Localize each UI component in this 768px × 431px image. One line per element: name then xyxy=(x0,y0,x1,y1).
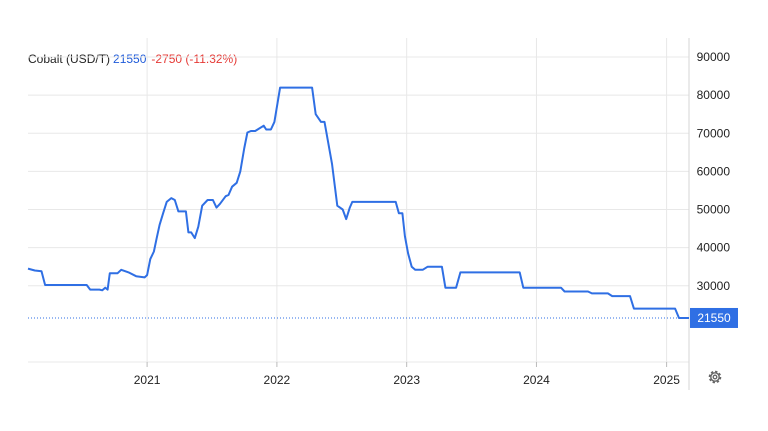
chart-grid xyxy=(28,38,689,363)
legend-symbol: Cobalt (USD/T) xyxy=(28,52,111,66)
x-tick-label: 2023 xyxy=(393,373,420,387)
y-tick-label: 50000 xyxy=(697,203,731,217)
y-tick-label: 40000 xyxy=(697,241,731,255)
x-axis: 2021 2022 2023 2024 2025 xyxy=(134,362,680,387)
x-tick-label: 2025 xyxy=(653,373,680,387)
last-value-text: 21550 xyxy=(697,311,731,325)
x-tick-label: 2021 xyxy=(134,373,161,387)
y-tick-label: 80000 xyxy=(697,88,731,102)
gear-icon[interactable] xyxy=(708,370,722,384)
y-tick-label: 60000 xyxy=(697,164,731,178)
y-tick-label: 90000 xyxy=(697,50,731,64)
last-value-box xyxy=(690,307,738,328)
x-tick-label: 2022 xyxy=(264,373,291,387)
legend-change: -2750 (-11.32%) xyxy=(151,52,238,66)
chart-legend: Cobalt (USD/T) 21550 -2750 (-11.32%) xyxy=(28,52,237,66)
legend-price: 21550 xyxy=(113,52,147,66)
x-tick-label: 2024 xyxy=(523,373,550,387)
y-axis: 30000 40000 50000 60000 70000 80000 90000 xyxy=(697,50,731,293)
cobalt-price-line[interactable] xyxy=(27,86,689,319)
last-value-label: 21550 xyxy=(690,307,738,328)
y-tick-label: 30000 xyxy=(697,279,731,293)
y-tick-label: 70000 xyxy=(697,126,731,140)
